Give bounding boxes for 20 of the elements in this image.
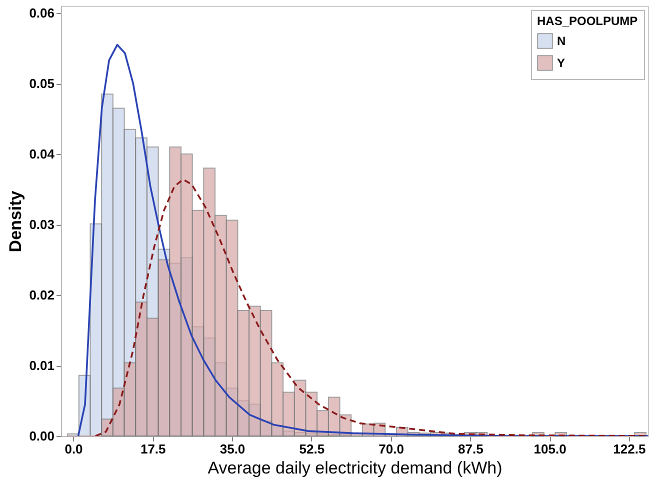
x-tick-label: 35.0 bbox=[220, 442, 246, 456]
y-tick-label: 0.05 bbox=[29, 76, 54, 92]
y-tick-label: 0.04 bbox=[29, 146, 56, 162]
y-axis-title: Density bbox=[6, 190, 26, 252]
x-tick-label: 52.5 bbox=[299, 442, 325, 456]
x-tick-label: 105.0 bbox=[534, 442, 566, 456]
y-tick-label: 0.03 bbox=[29, 217, 54, 232]
y-tick-label: 0.02 bbox=[29, 288, 54, 303]
x-tick-label: 122.5 bbox=[613, 442, 646, 456]
legend-label: Y bbox=[557, 56, 566, 70]
legend-label: N bbox=[557, 34, 566, 48]
x-tick-label: 87.5 bbox=[458, 442, 484, 456]
y-tick-label: 0.00 bbox=[29, 428, 54, 444]
x-tick-label: 70.0 bbox=[378, 442, 404, 456]
y-tick-label: 0.06 bbox=[29, 6, 54, 21]
legend-title: HAS_POOLPUMP bbox=[537, 14, 638, 28]
x-tick-label: 17.5 bbox=[140, 442, 166, 456]
y-tick-label: 0.01 bbox=[29, 358, 54, 374]
x-axis-title: Average daily electricity demand (kWh) bbox=[208, 458, 502, 478]
x-tick-label: 0.0 bbox=[64, 442, 83, 456]
